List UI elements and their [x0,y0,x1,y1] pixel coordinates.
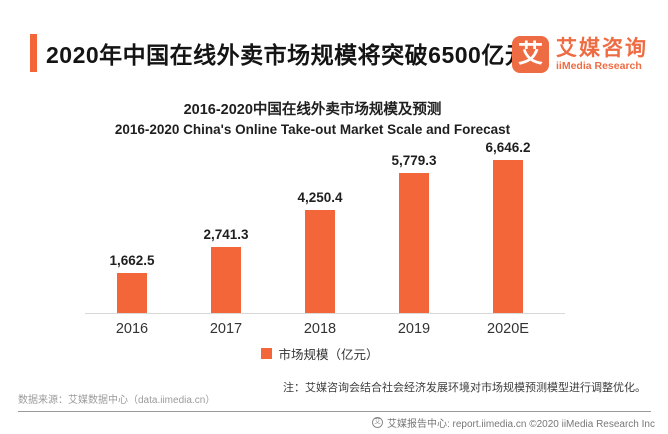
bar-2020E [493,160,523,313]
data-source-note: 数据来源：艾媒数据中心（data.iimedia.cn） [18,395,216,406]
footer-text: 艾媒报告中心: report.iimedia.cn ©2020 iiMedia … [386,419,655,430]
x-tick-label-2018: 2018 [303,321,337,337]
footer: 艾 艾媒报告中心: report.iimedia.cn ©2020 iiMedi… [371,415,655,430]
bar-2016 [117,272,147,313]
iimedia-logo-icon: 艾 [512,36,549,73]
x-tick-label-2016: 2016 [115,321,149,337]
bar-column-2018: 4,250.4 [273,140,367,313]
legend-label: 市场规模（亿元） [278,348,379,362]
accent-bar [30,34,37,72]
logo-name-cn: 艾媒咨询 [556,36,648,60]
x-tick-label-2020E: 2020E [487,321,529,337]
bar-column-2016: 1,662.5 [85,140,179,313]
plot-area: 1,662.5 2,741.3 4,250.4 5,779.3 6,646.2 [85,140,555,313]
logo-name-en: iiMedia Research [556,59,642,72]
x-axis-line [85,313,565,314]
bar-value-label: 4,250.4 [297,190,343,205]
chart-title-cn: 2016-2020中国在线外卖市场规模及预测 [183,102,442,118]
page-title: 2020年中国在线外卖市场规模将突破6500亿元 [46,42,529,68]
x-tick-label-2017: 2017 [209,321,243,337]
report-header: 2020年中国在线外卖市场规模将突破6500亿元 [30,33,528,73]
x-tick-label-2019: 2019 [397,321,431,337]
bar-value-label: 1,662.5 [109,252,155,268]
bar-value-label: 6,646.2 [485,140,531,155]
footer-divider [18,411,651,412]
iimedia-logo: 艾 艾媒咨询 iiMedia Research [512,36,648,73]
forecast-note: 注：艾媒咨询会结合社会经济发展环境对市场规模预测模型进行调整优化。 [283,382,646,394]
bar-column-2017: 2,741.3 [179,140,273,313]
iimedia-badge-icon: 艾 [371,417,383,428]
bar-value-label: 5,779.3 [391,153,437,168]
legend-swatch-icon [261,348,273,359]
bar-2018 [305,210,335,313]
bar-column-2019: 5,779.3 [367,140,461,313]
logo-text: 艾媒咨询 iiMedia Research [556,37,648,73]
bar-2017 [211,246,241,313]
bar-2019 [399,173,429,313]
chart-title-en: 2016-2020 China's Online Take-out Market… [114,122,511,137]
bar-value-label: 2,741.3 [203,226,249,242]
x-axis-labels: 2016 2017 2018 2019 2020E [85,321,555,337]
bar-column-2020E: 6,646.2 [461,140,555,313]
chart-title-block: 2016-2020中国在线外卖市场规模及预测 2016-2020 China's… [40,98,585,137]
chart-legend: 市场规模（亿元） [85,344,555,363]
